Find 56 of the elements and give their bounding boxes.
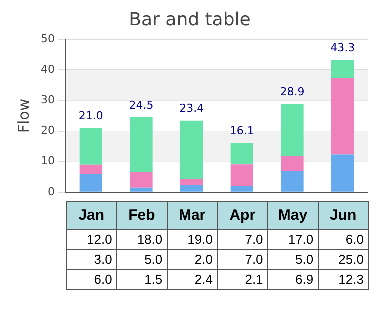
data-label: 18.0: [116, 230, 168, 250]
y-tick-label: 20: [40, 124, 55, 138]
total-label: 28.9: [280, 85, 305, 98]
y-axis-title: Flow: [14, 98, 33, 134]
bar: [281, 156, 304, 172]
x-tick-label: Mar: [167, 202, 218, 230]
total-label: 43.3: [330, 41, 356, 54]
bar: [281, 171, 304, 192]
data-label: 3.0: [66, 250, 117, 270]
bar: [332, 60, 354, 78]
bar: [180, 178, 204, 186]
total-label: 24.5: [129, 98, 154, 112]
bar: [332, 154, 354, 192]
y-tick-label: 50: [40, 32, 55, 46]
data-label: 7.0: [217, 250, 268, 270]
x-tick-label: Jan: [66, 202, 117, 230]
y-tick-label: 10: [40, 154, 55, 168]
data-label: 6.9: [268, 270, 318, 290]
data-label: 2.1: [217, 270, 268, 290]
data-label: 7.0: [217, 230, 268, 250]
bar: [281, 104, 304, 156]
bar: [130, 172, 153, 188]
bar: [130, 118, 153, 173]
x-tick-label: May: [268, 202, 318, 230]
bar: [80, 128, 102, 165]
bar: [230, 164, 254, 186]
total-label: 23.4: [180, 102, 204, 116]
total-label: 16.1: [230, 124, 254, 138]
bar: [332, 78, 354, 155]
x-tick-label: Feb: [116, 202, 168, 230]
bar: [230, 143, 254, 165]
total-label: 21.0: [78, 110, 104, 123]
x-tick-label: Apr: [217, 202, 268, 230]
bar: [230, 186, 254, 192]
data-label: 25.0: [318, 250, 368, 270]
chart-title: Bar and table: [129, 9, 251, 30]
data-label: 1.5: [116, 270, 168, 290]
data-label: 19.0: [167, 230, 218, 250]
bar: [80, 174, 102, 192]
data-label: 17.0: [268, 230, 318, 250]
bar: [130, 188, 153, 192]
x-tick-label: Jun: [318, 202, 368, 230]
data-label: 5.0: [116, 250, 168, 270]
y-tick-label: 40: [40, 63, 55, 76]
data-label: 5.0: [268, 250, 318, 270]
data-label: 12.0: [66, 230, 117, 250]
y-tick-label: 0: [48, 185, 55, 198]
data-label: 2.0: [167, 250, 218, 270]
data-label: 6.0: [318, 230, 368, 250]
data-label: 6.0: [66, 270, 117, 290]
bar: [180, 120, 204, 179]
bar: [180, 185, 204, 192]
data-label: 12.3: [318, 270, 368, 290]
bar: [80, 164, 102, 174]
data-label: 2.4: [167, 270, 218, 290]
y-tick-label: 30: [40, 94, 55, 107]
